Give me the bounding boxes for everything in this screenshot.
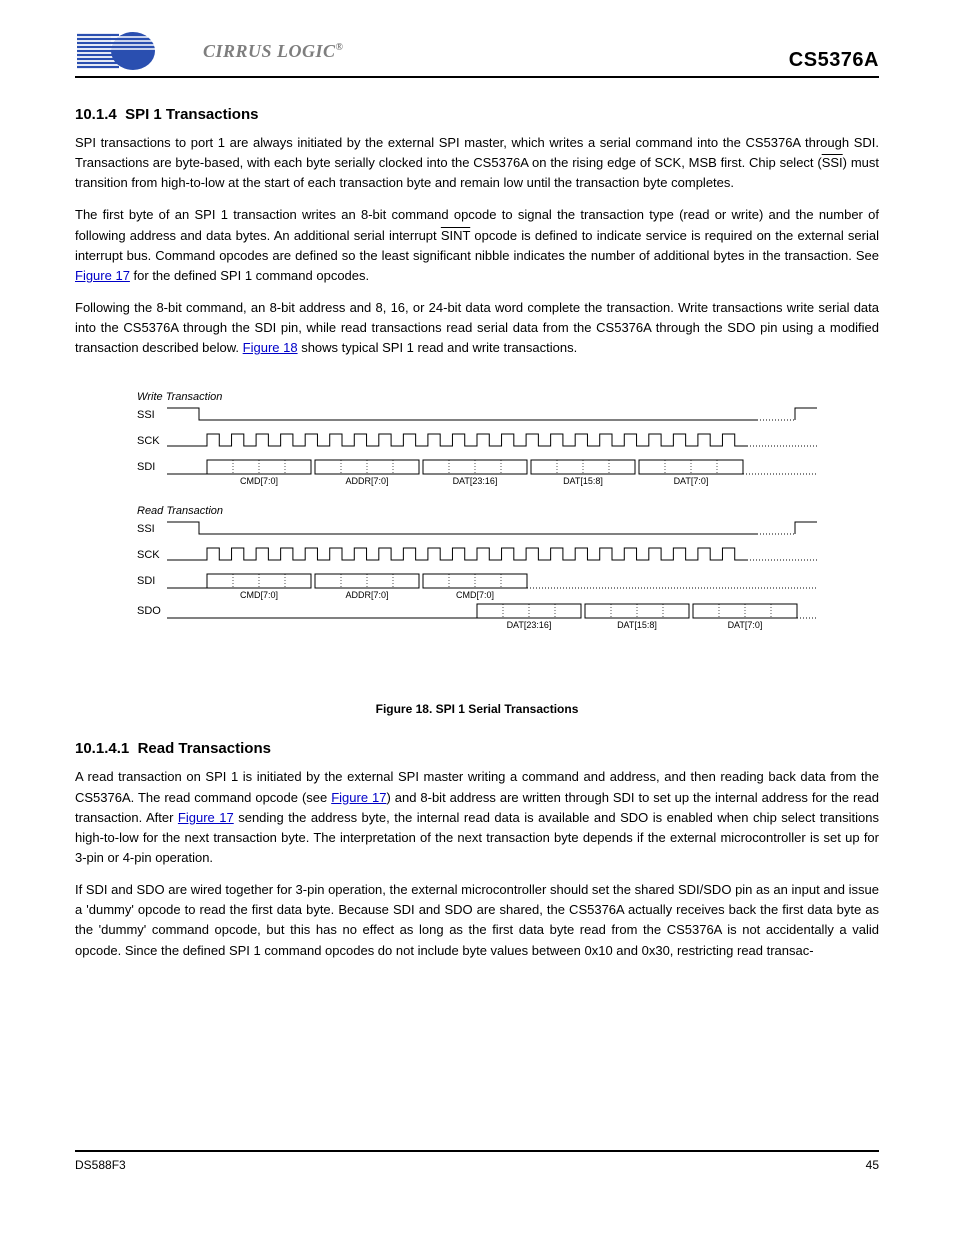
brand-logo: CIRRUS LOGIC® xyxy=(75,30,344,72)
svg-text:SCK: SCK xyxy=(137,435,160,447)
svg-text:Read Transaction: Read Transaction xyxy=(137,505,223,517)
footer-left: DS588F3 xyxy=(75,1158,126,1172)
svg-text:Write Transaction: Write Transaction xyxy=(137,391,222,403)
svg-text:CMD[7:0]: CMD[7:0] xyxy=(240,590,278,600)
svg-text:SDI: SDI xyxy=(137,575,155,587)
svg-text:DAT[15:8]: DAT[15:8] xyxy=(563,476,603,486)
link-figure-17-b[interactable]: Figure 17 xyxy=(331,790,386,805)
link-figure-17-c[interactable]: Figure 17 xyxy=(178,810,234,825)
svg-text:ADDR[7:0]: ADDR[7:0] xyxy=(345,590,388,600)
svg-text:ADDR[7:0]: ADDR[7:0] xyxy=(345,476,388,486)
paragraph-1: SPI transactions to port 1 are always in… xyxy=(75,133,879,193)
svg-text:DAT[15:8]: DAT[15:8] xyxy=(617,620,657,630)
paragraph-5: If SDI and SDO are wired together for 3-… xyxy=(75,880,879,961)
svg-text:SSI: SSI xyxy=(137,409,155,421)
page-header: CIRRUS LOGIC® CS5376A xyxy=(75,30,879,78)
svg-text:CMD[7:0]: CMD[7:0] xyxy=(456,590,494,600)
figure-18: Write Transaction SSI SCK SDI CMD[7:0] ADDR[7… xyxy=(75,388,879,716)
link-figure-17[interactable]: Figure 17 xyxy=(75,268,130,283)
footer-right: 45 xyxy=(866,1158,879,1172)
svg-text:DAT[23:16]: DAT[23:16] xyxy=(453,476,498,486)
paragraph-3: Following the 8-bit command, an 8-bit ad… xyxy=(75,298,879,358)
svg-text:DAT[7:0]: DAT[7:0] xyxy=(728,620,763,630)
svg-text:DAT[7:0]: DAT[7:0] xyxy=(674,476,709,486)
page-footer: DS588F3 45 xyxy=(75,1150,879,1172)
svg-text:DAT[23:16]: DAT[23:16] xyxy=(507,620,552,630)
part-number: CS5376A xyxy=(789,49,879,72)
link-figure-18[interactable]: Figure 18 xyxy=(243,340,298,355)
section-heading: 10.1.4 SPI 1 Transactions xyxy=(75,106,879,123)
svg-text:SSI: SSI xyxy=(137,523,155,535)
paragraph-4: A read transaction on SPI 1 is initiated… xyxy=(75,767,879,868)
subsection-heading: 10.1.4.1 Read Transactions xyxy=(75,740,879,757)
svg-text:SCK: SCK xyxy=(137,549,160,561)
brand-name: CIRRUS LOGIC® xyxy=(203,41,344,62)
paragraph-2: The first byte of an SPI 1 transaction w… xyxy=(75,205,879,286)
figure-caption: Figure 18. SPI 1 Serial Transactions xyxy=(75,702,879,716)
svg-text:SDI: SDI xyxy=(137,461,155,473)
svg-text:CMD[7:0]: CMD[7:0] xyxy=(240,476,278,486)
svg-text:SDO: SDO xyxy=(137,605,161,617)
